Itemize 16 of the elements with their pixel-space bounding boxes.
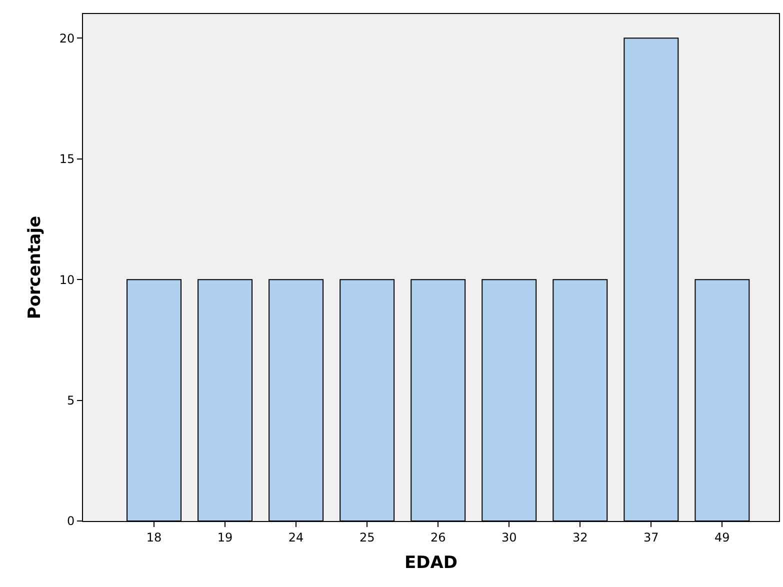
x-axis-title: EDAD <box>404 552 458 573</box>
x-tick-label: 26 <box>430 530 446 544</box>
y-tick-label: 0 <box>66 514 75 528</box>
x-tick-label: 32 <box>572 530 588 544</box>
x-tick-label: 18 <box>146 530 162 544</box>
y-tick-label: 20 <box>59 31 75 46</box>
x-tick-label: 49 <box>714 530 730 544</box>
y-tick-label: 15 <box>59 152 75 166</box>
y-tick-label: 5 <box>66 393 75 408</box>
y-axis-title: Porcentaje <box>24 216 45 320</box>
x-tick-label: 30 <box>501 530 517 544</box>
x-tick-label: 19 <box>217 530 233 544</box>
x-tick-label: 24 <box>288 530 304 544</box>
x-tick-label: 37 <box>644 530 659 544</box>
x-tick-label: 25 <box>359 530 375 544</box>
y-tick-label: 10 <box>59 272 75 287</box>
